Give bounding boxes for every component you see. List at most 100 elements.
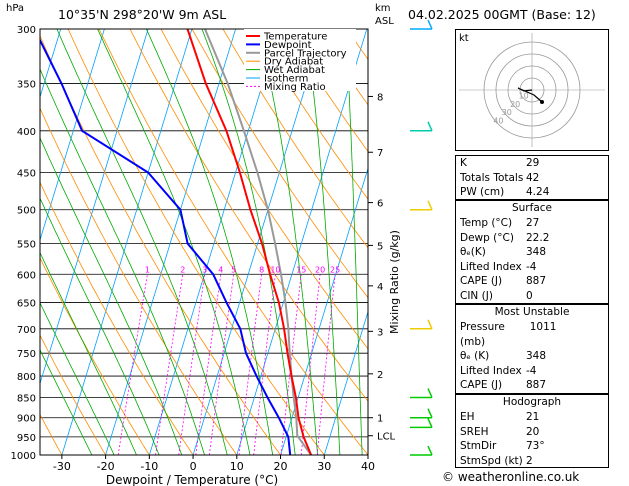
hodograph-ring-label: 30	[502, 108, 512, 117]
pressure-unit: hPa	[6, 3, 25, 14]
legend-entry: Isotherm	[264, 74, 308, 85]
wet-adiabat	[40, 301, 115, 455]
km-tick-label: 3	[377, 327, 383, 338]
mixing-ratio-line	[155, 274, 184, 455]
km-tick-label: 5	[377, 241, 383, 252]
row-value: 1011	[529, 321, 557, 333]
row-label: θₑ(K)	[460, 246, 486, 259]
isotherm	[280, 167, 368, 455]
dry-adiabat	[191, 29, 368, 299]
asl-label: ASL	[375, 16, 394, 27]
km-tick-label: 2	[377, 370, 383, 381]
km-label: km	[375, 3, 391, 14]
km-tick-label: 4	[377, 282, 383, 293]
barb-flag	[427, 319, 433, 330]
dry-adiabat	[129, 29, 368, 402]
table-row: Totals Totals 42	[456, 171, 608, 186]
most-unstable-panel: Most Unstable Pressure (mb) 1011 θₑ (K) 348…	[455, 304, 609, 406]
row-label: Lifted Index	[460, 364, 522, 377]
temperature-tick-label: -10	[140, 460, 158, 473]
pressure-tick-label: 400	[17, 127, 36, 138]
pressure-tick-label: 900	[17, 414, 36, 425]
legend-entry: Wet Adiabat	[264, 65, 325, 76]
legend-entry: Dewpoint	[264, 40, 312, 51]
wet-adiabat	[305, 29, 341, 455]
km-tick-label: 6	[377, 199, 383, 210]
temperature-tick-label: 20	[274, 460, 288, 473]
temperature-tick-label: 10	[230, 460, 244, 473]
row-value: 4.24	[526, 186, 550, 199]
pressure-tick-label: 800	[17, 372, 36, 383]
row-label: CIN (J)	[460, 289, 493, 302]
credit: © weatheronline.co.uk	[442, 470, 580, 484]
wet-adiabat	[40, 68, 205, 455]
pressure-tick-label: 950	[17, 433, 36, 444]
row-label: Dewp (°C)	[460, 231, 514, 244]
mixing-ratio-label: 15	[296, 265, 306, 274]
mixing-ratio-label: 1	[145, 265, 150, 274]
pressure-tick-label: 750	[17, 349, 36, 360]
pressure-tick-label: 300	[17, 25, 36, 36]
wet-adiabat	[40, 251, 137, 455]
table-row: Dewp (°C) 22.2	[456, 231, 608, 246]
table-row: StmDir 73°	[456, 439, 608, 454]
hodograph-ring-label: 40	[493, 117, 503, 126]
row-label: SREH	[460, 425, 489, 438]
wet-adiabat	[56, 29, 228, 455]
table-row: CAPE (J) 887	[456, 274, 608, 289]
hodograph-table-panel: Hodograph EH 21 SREH 20 StmDir 73° StmSpd (kt)…	[455, 394, 609, 468]
row-label: K	[460, 157, 467, 169]
row-value: 42	[526, 171, 540, 184]
legend-entry: Parcel Trajectory	[264, 48, 347, 59]
barb-flag	[427, 121, 433, 132]
dry-adiabat	[40, 334, 107, 455]
table-row: CIN (J) 0	[456, 289, 608, 304]
barb-flag	[427, 388, 433, 398]
wind-barb	[410, 200, 433, 211]
wet-adiabat	[256, 29, 319, 455]
table-row: θₑ (K) 348	[456, 349, 608, 364]
location-title: 10°35'N 298°20'W 9m ASL	[58, 7, 227, 22]
wind-barb	[410, 418, 433, 429]
legend-entry: Dry Adiabat	[264, 57, 323, 68]
row-label: CAPE (J)	[460, 379, 503, 392]
row-label: Pressure (mb)	[460, 321, 505, 348]
mixing-ratio-label: 2	[180, 265, 185, 274]
row-value: 887	[526, 379, 547, 392]
table-row: SREH 20	[456, 425, 608, 440]
mixing-ratio-line	[316, 274, 336, 455]
mixing-ratio-label: 3	[202, 265, 207, 274]
barb-flag	[427, 200, 433, 211]
mixing-ratio-line	[117, 274, 148, 455]
hodograph-ring-label: 20	[510, 100, 520, 109]
isotherm	[61, 29, 193, 455]
isotherm	[40, 29, 105, 242]
row-label: Temp (°C)	[460, 217, 513, 229]
isotherm	[40, 29, 62, 99]
table-row: Lifted Index -4	[456, 364, 608, 379]
table-row: Pressure (mb) 1011	[456, 320, 608, 349]
isotherm	[323, 310, 368, 455]
row-label: θₑ (K)	[460, 350, 490, 363]
wind-barbs	[410, 19, 433, 456]
temperature-tick-label: -20	[97, 460, 115, 473]
mixing-ratio-line	[253, 274, 276, 455]
dry-adiabat	[40, 181, 194, 455]
mixing-ratio-line	[280, 274, 302, 455]
hodograph-table-title: Hodograph	[456, 394, 608, 410]
table-row: Temp (°C) 27	[456, 216, 608, 231]
wet-adiabat	[40, 197, 160, 455]
hodograph-end	[540, 100, 544, 104]
indices-panel: K 29 Totals Totals 42 PW (cm) 4.24	[455, 155, 609, 200]
isotherm	[40, 29, 149, 385]
km-tick-label: 7	[377, 148, 383, 159]
wet-adiabat	[201, 29, 296, 455]
row-value: -4	[526, 260, 537, 273]
row-value: 348	[526, 350, 547, 363]
mixing-ratio-label: 10	[270, 265, 280, 274]
mixing-ratio-line	[300, 274, 321, 455]
most-unstable-title: Most Unstable	[456, 304, 608, 320]
pressure-tick-label: 1000	[11, 451, 36, 462]
wind-barb	[410, 19, 433, 30]
